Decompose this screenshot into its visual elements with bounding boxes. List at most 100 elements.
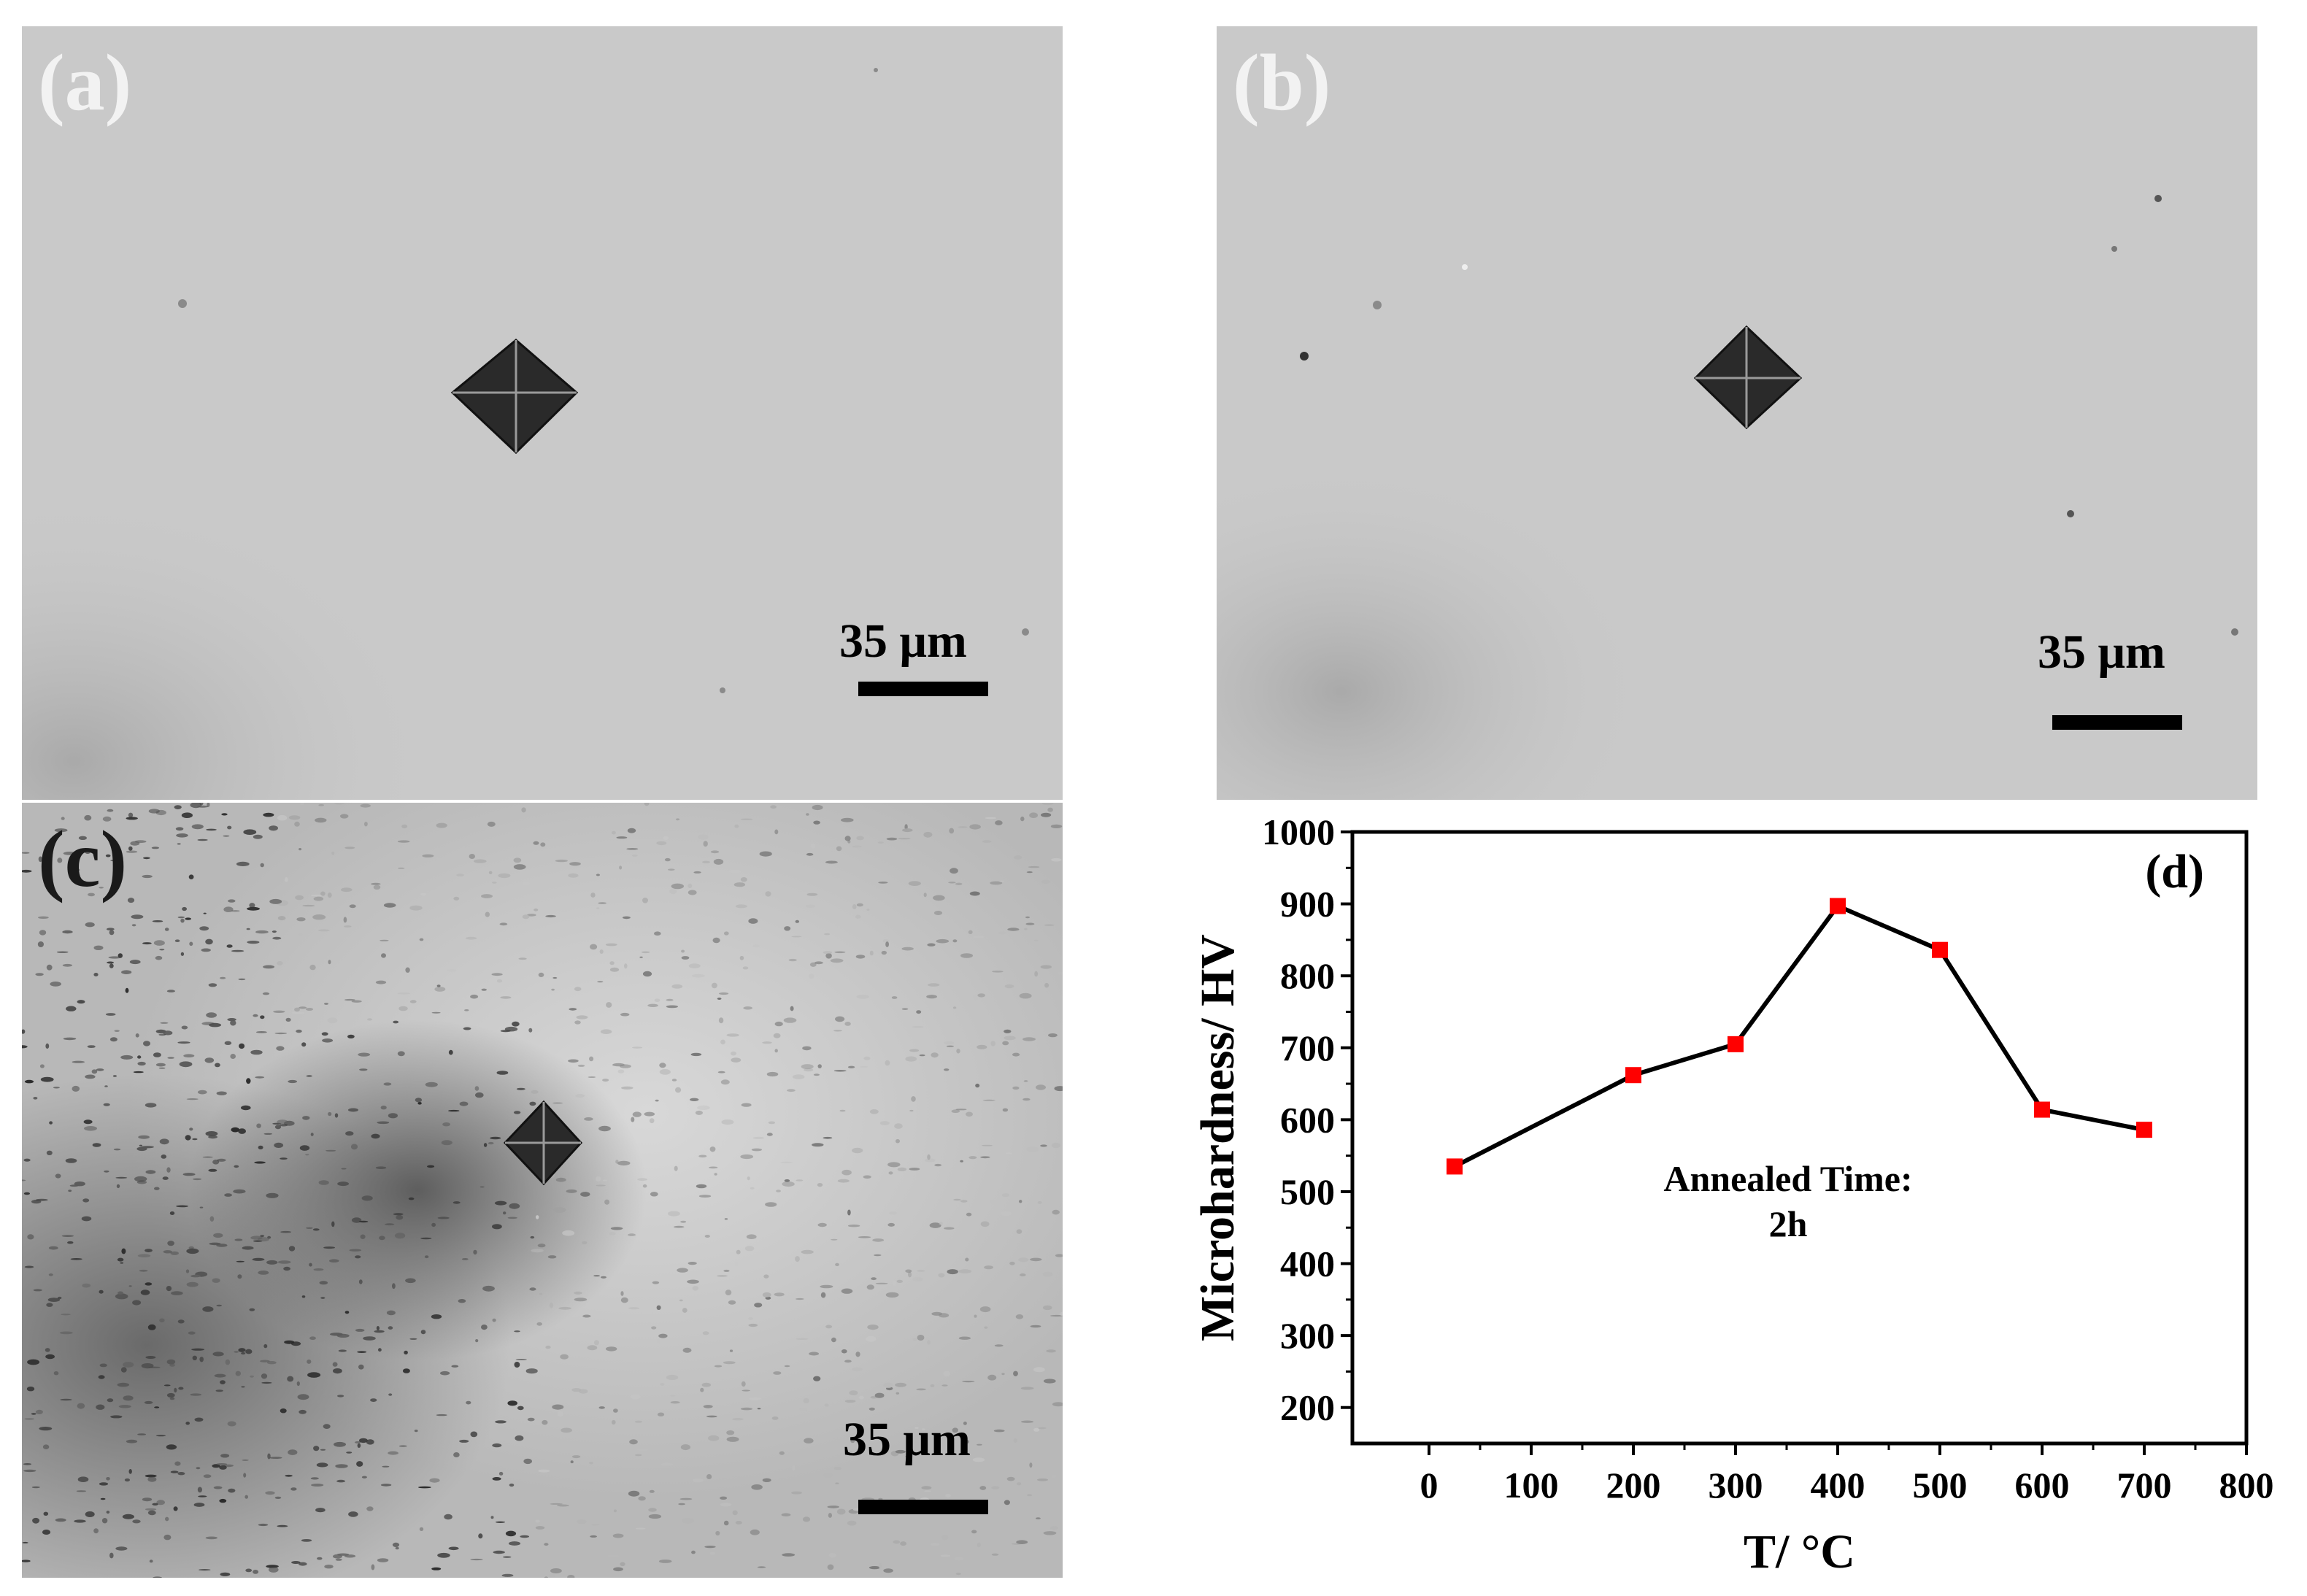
texture-speckle <box>636 1527 646 1530</box>
texture-speckle <box>166 1392 175 1398</box>
texture-speckle <box>123 1395 134 1401</box>
texture-speckle <box>736 1249 741 1254</box>
texture-speckle <box>909 1109 914 1112</box>
x-tick-label: 200 <box>1606 1465 1661 1506</box>
texture-speckle <box>598 1125 611 1132</box>
texture-speckle <box>1023 1080 1028 1082</box>
annotation-line-2: 2h <box>1769 1203 1808 1244</box>
texture-speckle <box>901 1008 909 1010</box>
texture-speckle <box>459 1101 469 1106</box>
texture-speckle <box>203 912 207 914</box>
texture-speckle <box>668 868 675 871</box>
texture-speckle <box>332 1362 338 1367</box>
texture-speckle <box>415 1098 423 1103</box>
texture-speckle <box>269 898 282 904</box>
texture-speckle <box>526 914 536 917</box>
texture-speckle <box>806 852 814 856</box>
texture-speckle <box>704 1235 710 1238</box>
texture-speckle <box>582 1314 591 1318</box>
texture-speckle <box>333 1368 342 1374</box>
texture-speckle <box>276 1046 285 1051</box>
texture-speckle <box>517 1406 524 1411</box>
texture-speckle <box>137 1254 151 1257</box>
texture-speckle <box>201 1022 215 1025</box>
texture-speckle <box>833 1070 847 1072</box>
texture-speckle <box>630 1394 641 1400</box>
texture-speckle <box>159 1138 169 1145</box>
texture-speckle <box>536 1322 542 1326</box>
texture-speckle <box>220 1572 231 1576</box>
texture-speckle <box>1057 971 1063 975</box>
texture-speckle <box>371 1133 380 1139</box>
texture-speckle <box>751 1484 763 1490</box>
texture-speckle <box>502 1556 512 1558</box>
texture-speckle <box>513 864 526 870</box>
texture-speckle <box>458 1299 466 1303</box>
texture-speckle <box>620 1297 628 1303</box>
y-tick-label: 800 <box>1280 955 1335 996</box>
texture-speckle <box>654 998 660 1002</box>
texture-speckle <box>166 1167 171 1173</box>
texture-speckle <box>863 1056 871 1060</box>
texture-speckle <box>620 1012 630 1017</box>
texture-speckle <box>246 928 250 930</box>
texture-speckle <box>895 1449 906 1454</box>
texture-speckle <box>431 1567 442 1570</box>
texture-speckle <box>397 840 410 843</box>
texture-speckle <box>654 931 661 936</box>
texture-speckle <box>158 1067 166 1069</box>
texture-speckle <box>431 1011 441 1014</box>
texture-speckle <box>495 1420 507 1424</box>
texture-speckle <box>879 1121 890 1125</box>
texture-speckle <box>328 1111 332 1117</box>
texture-speckle <box>199 1569 211 1571</box>
texture-speckle <box>1037 1201 1042 1204</box>
texture-speckle <box>386 1310 396 1316</box>
texture-speckle <box>1060 1311 1063 1316</box>
texture-speckle <box>180 918 185 923</box>
texture-speckle <box>99 1363 107 1368</box>
texture-speckle <box>730 1322 738 1326</box>
texture-speckle <box>202 1306 214 1312</box>
annotation-line-1: Annealed Time: <box>1663 1158 1912 1199</box>
texture-speckle <box>855 914 861 919</box>
texture-speckle <box>357 1351 367 1353</box>
texture-speckle <box>92 1143 101 1147</box>
texture-speckle <box>167 1057 174 1059</box>
texture-speckle <box>968 1156 977 1160</box>
texture-speckle <box>551 988 555 991</box>
texture-speckle <box>241 1352 246 1355</box>
texture-speckle <box>183 1054 195 1057</box>
texture-speckle <box>658 1333 668 1338</box>
texture-speckle <box>825 1325 833 1329</box>
texture-speckle <box>77 1476 89 1482</box>
texture-speckle <box>874 1392 885 1398</box>
texture-speckle <box>917 1269 925 1272</box>
texture-speckle <box>313 896 324 901</box>
texture-speckle <box>714 1173 717 1176</box>
texture-speckle <box>922 1428 925 1431</box>
texture-speckle <box>613 1408 618 1413</box>
texture-speckle <box>720 1503 732 1507</box>
texture-speckle <box>217 1158 226 1162</box>
texture-speckle <box>225 1359 231 1365</box>
texture-speckle <box>464 1009 469 1011</box>
texture-speckle <box>422 854 434 857</box>
texture-speckle <box>174 1461 181 1466</box>
texture-speckle <box>213 1233 223 1238</box>
texture-speckle <box>327 1017 338 1024</box>
texture-speckle <box>607 1554 620 1558</box>
texture-speckle <box>48 1246 58 1250</box>
texture-speckle <box>512 1021 520 1027</box>
texture-speckle <box>139 1144 142 1146</box>
y-tick-label: 200 <box>1280 1387 1335 1428</box>
texture-speckle <box>324 1003 328 1005</box>
texture-speckle <box>885 1292 899 1298</box>
texture-speckle <box>101 1518 108 1524</box>
texture-speckle <box>908 881 921 886</box>
texture-speckle <box>896 1138 900 1144</box>
texture-speckle <box>344 998 355 1001</box>
texture-speckle <box>381 953 386 958</box>
texture-speckle <box>719 992 729 995</box>
texture-speckle <box>569 1008 577 1011</box>
